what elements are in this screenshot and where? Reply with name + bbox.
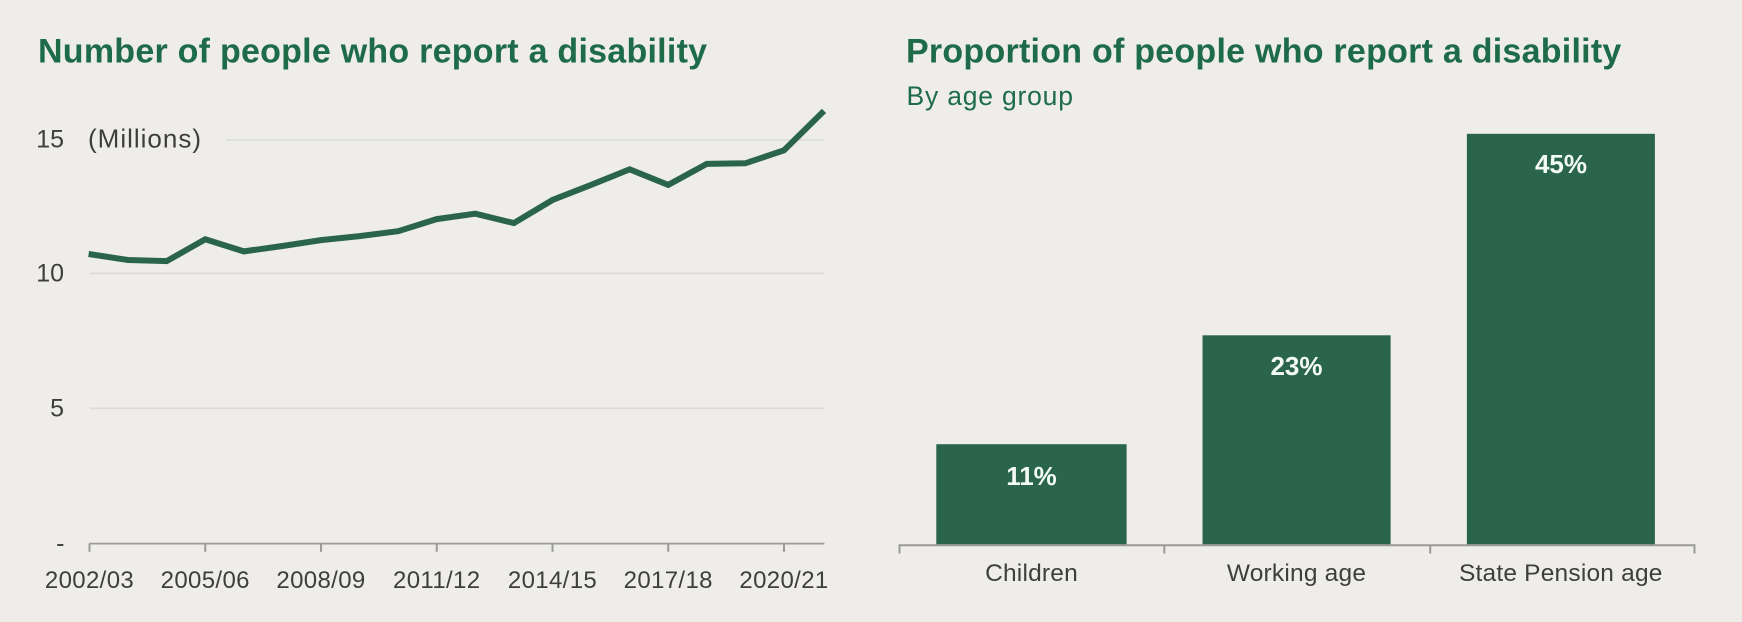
svg-text:2008/09: 2008/09 <box>276 567 365 594</box>
svg-text:2002/03: 2002/03 <box>45 567 134 594</box>
svg-text:Working age: Working age <box>1227 560 1366 587</box>
svg-text:By age group: By age group <box>907 81 1074 111</box>
svg-text:-: - <box>56 530 64 558</box>
svg-text:Proportion of people who repor: Proportion of people who report a disabi… <box>906 33 1622 71</box>
svg-text:2005/06: 2005/06 <box>161 567 250 594</box>
svg-text:2011/12: 2011/12 <box>393 567 480 594</box>
svg-text:10: 10 <box>36 260 64 288</box>
svg-text:State Pension age: State Pension age <box>1459 560 1663 587</box>
svg-text:2017/18: 2017/18 <box>624 567 713 594</box>
svg-text:45%: 45% <box>1535 149 1587 179</box>
svg-text:2014/15: 2014/15 <box>508 567 597 594</box>
svg-text:15: 15 <box>36 126 64 154</box>
svg-text:5: 5 <box>50 395 64 423</box>
svg-text:Number of people who report a: Number of people who report a disability <box>38 33 707 71</box>
svg-text:2020/21: 2020/21 <box>739 567 828 594</box>
svg-text:23%: 23% <box>1270 351 1322 381</box>
svg-text:(Millions): (Millions) <box>88 124 202 154</box>
svg-text:11%: 11% <box>1006 461 1057 491</box>
svg-text:Children: Children <box>985 560 1078 587</box>
